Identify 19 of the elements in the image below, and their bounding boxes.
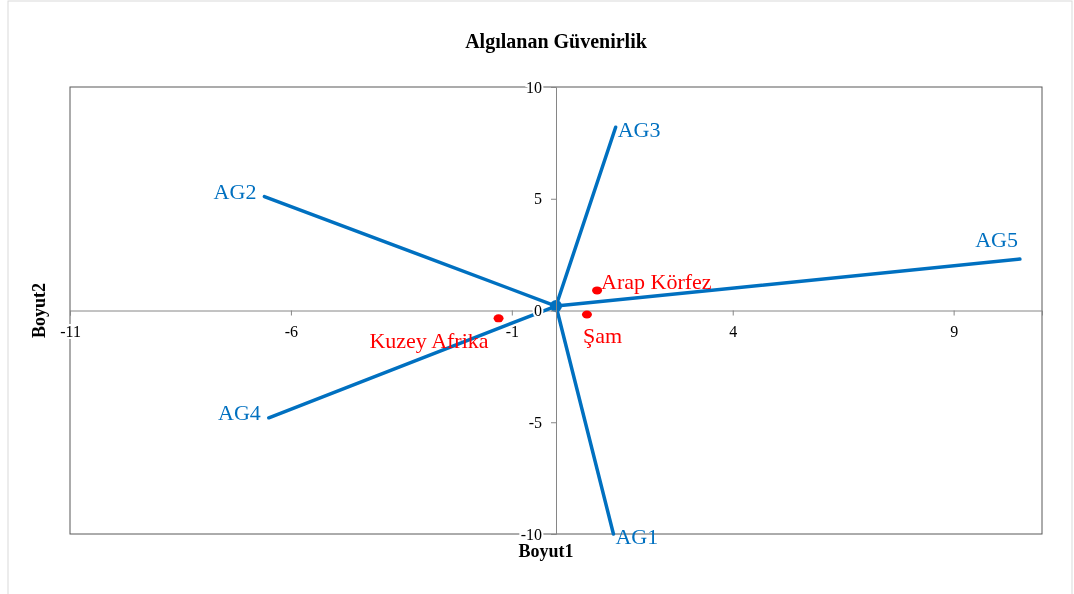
series-label: AG2 xyxy=(213,178,257,204)
x-axis-title: Boyut1 xyxy=(518,541,574,561)
chart-title: Algılanan Güvenirlik xyxy=(465,30,648,53)
series-label: AG3 xyxy=(617,117,661,143)
x-tick-label: 9 xyxy=(950,322,959,340)
y-tick-label: 10 xyxy=(526,78,542,96)
x-tick-label: -11 xyxy=(60,322,81,340)
series-label: AG4 xyxy=(218,399,261,425)
y-tick-label: 5 xyxy=(534,190,542,208)
x-tick-label: -6 xyxy=(284,322,299,340)
series-label: AG5 xyxy=(975,227,1018,253)
series-label: Arap Körfez xyxy=(601,269,712,295)
y-axis-title: Boyut2 xyxy=(29,282,49,339)
x-tick-label: -1 xyxy=(505,322,519,340)
series-label: AG1 xyxy=(615,524,659,549)
x-tick-label: 4 xyxy=(729,322,738,340)
y-tick-label: -10 xyxy=(520,525,542,543)
y-tick-label: -5 xyxy=(528,413,542,431)
series-label: Şam xyxy=(582,322,623,348)
